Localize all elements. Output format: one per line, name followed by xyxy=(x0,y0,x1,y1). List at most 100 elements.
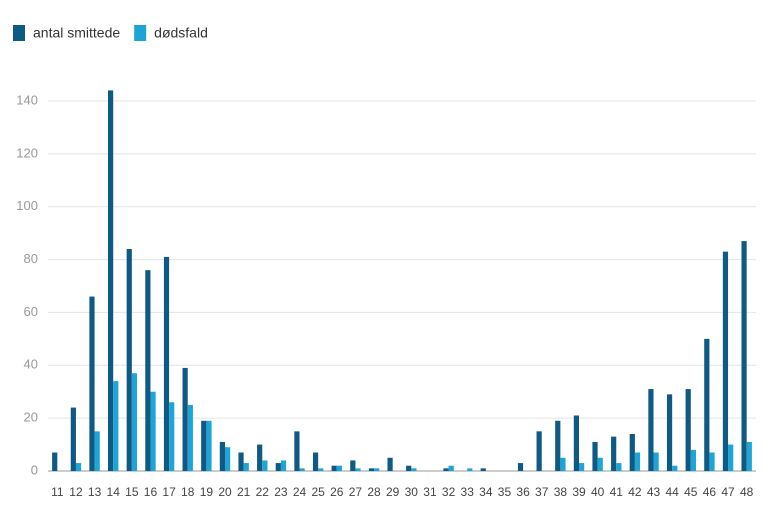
bar xyxy=(150,391,156,471)
legend-swatch xyxy=(134,25,147,41)
bar xyxy=(182,367,188,471)
bar xyxy=(480,468,486,471)
bar xyxy=(634,452,641,471)
x-tick-label: 47 xyxy=(721,485,735,499)
y-tick-label: 120 xyxy=(16,145,38,160)
bar xyxy=(722,251,729,471)
bar xyxy=(70,407,76,471)
y-tick-label: 0 xyxy=(31,462,38,477)
bar xyxy=(257,444,263,471)
bar xyxy=(648,389,654,471)
x-tick-label: 22 xyxy=(256,485,270,499)
bar xyxy=(262,460,268,471)
x-tick-label: 24 xyxy=(293,485,307,499)
x-tick-label: 26 xyxy=(330,485,344,499)
bar xyxy=(517,463,524,471)
bar xyxy=(219,441,225,471)
x-tick-label: 34 xyxy=(479,485,493,499)
bar xyxy=(52,452,58,471)
bar xyxy=(406,465,412,471)
bar xyxy=(201,420,207,471)
bar xyxy=(629,434,635,471)
bar xyxy=(728,444,734,471)
bar xyxy=(280,460,287,471)
bar xyxy=(672,465,678,471)
bar xyxy=(294,431,300,471)
legend-label: dødsfald xyxy=(154,25,208,41)
bar xyxy=(746,441,752,471)
bar xyxy=(611,436,617,471)
bar xyxy=(579,463,585,471)
bar xyxy=(94,431,100,471)
bar xyxy=(467,468,473,471)
x-tick-label: 15 xyxy=(125,485,139,499)
x-tick-label: 39 xyxy=(572,485,586,499)
y-tick-label: 100 xyxy=(16,198,38,213)
x-tick-label: 42 xyxy=(628,485,642,499)
x-tick-label: 11 xyxy=(51,485,64,499)
x-tick-label: 38 xyxy=(554,485,568,499)
x-tick-label: 44 xyxy=(665,485,679,499)
bar xyxy=(331,465,337,471)
bar xyxy=(169,402,175,471)
x-tick-label: 19 xyxy=(200,485,214,499)
x-tick-label: 33 xyxy=(461,485,475,499)
y-tick-label: 80 xyxy=(24,251,38,266)
bar xyxy=(206,420,212,471)
x-tick-label: 18 xyxy=(181,485,195,499)
bar xyxy=(312,452,319,471)
bar xyxy=(355,468,361,471)
bar xyxy=(704,338,710,471)
bar xyxy=(573,415,579,471)
bar xyxy=(597,457,603,471)
bar xyxy=(89,296,95,471)
x-tick-label: 45 xyxy=(684,485,698,499)
bar xyxy=(108,90,114,471)
bar xyxy=(368,468,375,471)
bar xyxy=(536,431,542,471)
bar xyxy=(318,468,324,471)
bar xyxy=(336,465,342,471)
bar xyxy=(299,468,305,471)
bar xyxy=(555,420,561,471)
bar xyxy=(616,463,622,471)
x-tick-label: 36 xyxy=(516,485,530,499)
bar xyxy=(666,394,673,471)
bar xyxy=(685,389,691,471)
x-tick-label: 16 xyxy=(144,485,158,499)
x-tick-label: 40 xyxy=(591,485,605,499)
x-tick-label: 17 xyxy=(162,485,176,499)
x-tick-label: 35 xyxy=(498,485,512,499)
x-tick-label: 27 xyxy=(349,485,363,499)
bar xyxy=(448,465,454,471)
y-tick-label: 20 xyxy=(24,410,38,425)
bar xyxy=(443,468,449,471)
bar xyxy=(75,463,82,471)
x-tick-label: 41 xyxy=(610,485,624,499)
y-tick-label: 60 xyxy=(24,304,38,319)
x-tick-label: 29 xyxy=(386,485,400,499)
x-tick-label: 20 xyxy=(218,485,232,499)
x-tick-label: 28 xyxy=(367,485,381,499)
bar xyxy=(243,463,249,471)
x-tick-label: 46 xyxy=(703,485,717,499)
bar xyxy=(560,457,566,471)
bar xyxy=(145,270,151,471)
bar xyxy=(225,447,231,471)
x-tick-label: 30 xyxy=(405,485,419,499)
y-tick-label: 140 xyxy=(16,92,38,107)
bar xyxy=(126,249,132,471)
x-tick-label: 25 xyxy=(311,485,325,499)
legend-swatch xyxy=(13,25,25,41)
x-tick-label: 14 xyxy=(107,485,121,499)
bar xyxy=(350,460,356,471)
x-tick-label: 43 xyxy=(647,485,661,499)
bar xyxy=(131,373,138,471)
x-tick-label: 31 xyxy=(423,485,437,499)
x-tick-label: 23 xyxy=(274,485,288,499)
x-tick-label: 13 xyxy=(88,485,102,499)
x-tick-label: 21 xyxy=(237,485,251,499)
y-tick-label: 40 xyxy=(24,357,38,372)
x-tick-label: 37 xyxy=(535,485,549,499)
